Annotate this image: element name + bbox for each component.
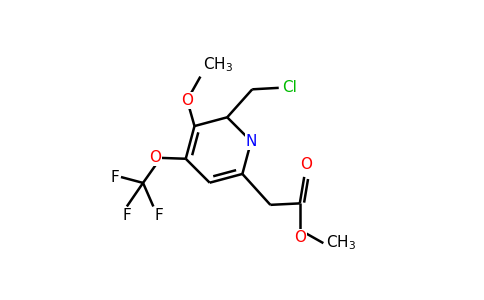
Text: N: N bbox=[245, 134, 257, 149]
Text: CH$_3$: CH$_3$ bbox=[203, 56, 233, 74]
Text: CH$_3$: CH$_3$ bbox=[326, 234, 356, 253]
Text: F: F bbox=[111, 169, 120, 184]
Text: O: O bbox=[294, 230, 306, 245]
Text: Cl: Cl bbox=[282, 80, 297, 95]
Text: F: F bbox=[122, 208, 131, 223]
Text: O: O bbox=[181, 93, 193, 108]
Text: O: O bbox=[300, 158, 312, 172]
Text: F: F bbox=[155, 208, 164, 223]
Text: O: O bbox=[149, 150, 161, 165]
